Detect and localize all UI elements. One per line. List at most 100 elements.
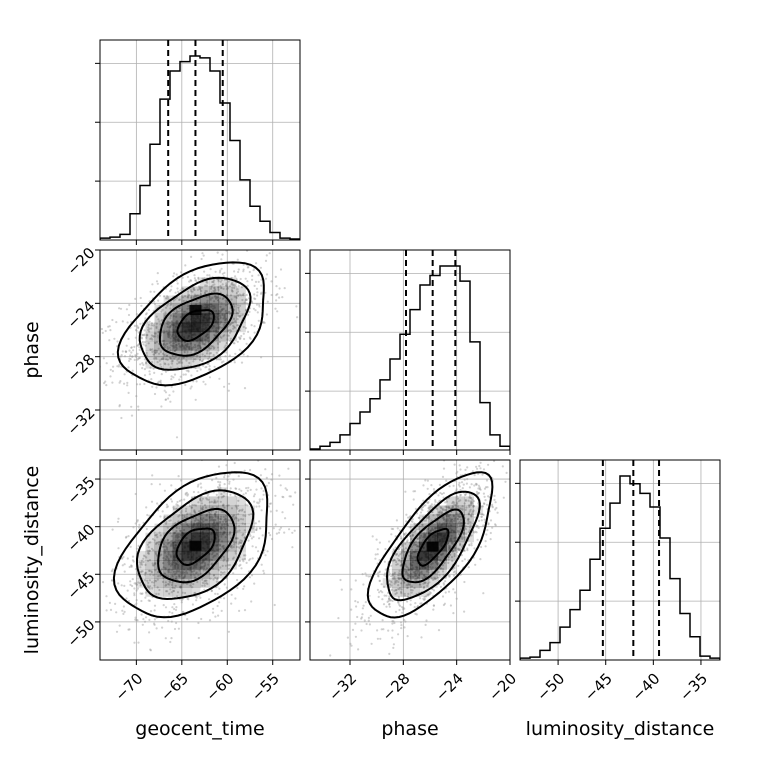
scatter-point bbox=[187, 369, 190, 372]
scatter-point bbox=[238, 336, 241, 339]
scatter-point bbox=[167, 363, 170, 366]
density-cell bbox=[200, 286, 210, 296]
scatter-point bbox=[203, 302, 206, 305]
scatter-point bbox=[407, 569, 410, 572]
scatter-point bbox=[205, 567, 208, 570]
scatter-point bbox=[226, 338, 229, 341]
scatter-point bbox=[244, 277, 247, 280]
scatter-point bbox=[239, 336, 242, 340]
scatter-point bbox=[231, 515, 235, 518]
scatter-point bbox=[221, 313, 224, 316]
scatter-point bbox=[120, 354, 123, 357]
scatter-point bbox=[147, 328, 150, 332]
scatter-point bbox=[228, 323, 232, 326]
scatter-point bbox=[451, 520, 454, 524]
scatter-point bbox=[192, 358, 195, 361]
scatter-point bbox=[223, 315, 226, 318]
scatter-point bbox=[223, 346, 226, 349]
scatter-point bbox=[183, 575, 186, 578]
scatter-point bbox=[217, 349, 220, 352]
panel-frame bbox=[99, 249, 301, 451]
scatter-point bbox=[198, 510, 201, 513]
density-cell bbox=[172, 569, 183, 579]
scatter-point bbox=[154, 562, 157, 565]
scatter-point bbox=[321, 675, 323, 677]
scatter-point bbox=[433, 503, 436, 506]
scatter-point bbox=[128, 303, 131, 307]
scatter-point bbox=[167, 619, 170, 623]
scatter-point bbox=[157, 575, 160, 578]
scatter-point bbox=[220, 515, 223, 518]
scatter-point bbox=[153, 581, 156, 584]
scatter-point bbox=[438, 521, 441, 524]
scatter-point bbox=[231, 557, 235, 560]
scatter-point bbox=[156, 578, 159, 581]
scatter-point bbox=[376, 572, 379, 575]
scatter-point bbox=[397, 578, 401, 581]
scatter-point bbox=[130, 405, 133, 408]
scatter-point bbox=[234, 516, 237, 519]
scatter-point bbox=[458, 548, 461, 552]
scatter-point bbox=[175, 311, 178, 314]
scatter-point bbox=[300, 289, 302, 291]
scatter-point bbox=[441, 475, 445, 478]
density-cell bbox=[181, 359, 192, 369]
scatter-point bbox=[160, 366, 163, 369]
scatter-point bbox=[453, 503, 456, 506]
scatter-point bbox=[511, 493, 513, 495]
scatter-point bbox=[134, 354, 137, 357]
scatter-point bbox=[199, 293, 202, 296]
scatter-point bbox=[481, 513, 484, 516]
scatter-point bbox=[443, 508, 446, 512]
scatter-point bbox=[283, 287, 286, 290]
density-cell bbox=[181, 541, 192, 552]
scatter-point bbox=[473, 547, 476, 550]
density-cell bbox=[227, 322, 237, 333]
scatter-point bbox=[407, 573, 411, 577]
scatter-point bbox=[426, 528, 429, 531]
scatter-point bbox=[208, 515, 211, 518]
scatter-point bbox=[476, 524, 479, 528]
scatter-point bbox=[448, 574, 451, 577]
x-tick-label: −32 bbox=[325, 670, 360, 705]
scatter-point bbox=[387, 574, 390, 577]
density-cell bbox=[419, 578, 429, 588]
density-cell bbox=[391, 569, 402, 579]
scatter-point bbox=[411, 534, 414, 538]
scatter-point bbox=[179, 585, 182, 588]
scatter-point bbox=[254, 546, 258, 549]
scatter-point bbox=[430, 519, 433, 522]
scatter-point bbox=[394, 610, 398, 613]
scatter-point bbox=[421, 523, 424, 526]
scatter-point bbox=[405, 513, 408, 516]
scatter-point bbox=[205, 514, 208, 517]
scatter-point bbox=[460, 554, 463, 557]
scatter-point bbox=[391, 599, 394, 603]
scatter-point bbox=[160, 319, 163, 322]
scatter-point bbox=[245, 293, 248, 297]
scatter-point bbox=[458, 515, 461, 519]
density-cell bbox=[446, 523, 456, 534]
scatter-point bbox=[145, 527, 148, 531]
scatter-point bbox=[458, 464, 461, 467]
scatter-point bbox=[175, 503, 178, 506]
scatter-point bbox=[204, 366, 207, 369]
scatter-point bbox=[234, 597, 237, 600]
scatter-point bbox=[491, 526, 494, 529]
density-cell bbox=[209, 286, 219, 296]
scatter-point bbox=[146, 513, 149, 517]
scatter-point bbox=[248, 576, 251, 579]
scatter-point bbox=[191, 355, 194, 358]
scatter-point bbox=[144, 591, 147, 594]
scatter-point bbox=[136, 619, 139, 622]
scatter-point bbox=[451, 500, 455, 503]
scatter-point bbox=[213, 300, 216, 303]
scatter-point bbox=[459, 518, 462, 521]
scatter-point bbox=[414, 602, 417, 605]
scatter-point bbox=[136, 358, 139, 361]
scatter-point bbox=[204, 569, 207, 572]
density-cell bbox=[163, 541, 174, 552]
scatter-point bbox=[227, 564, 230, 567]
scatter-point bbox=[210, 515, 213, 518]
scatter-point bbox=[425, 619, 428, 622]
